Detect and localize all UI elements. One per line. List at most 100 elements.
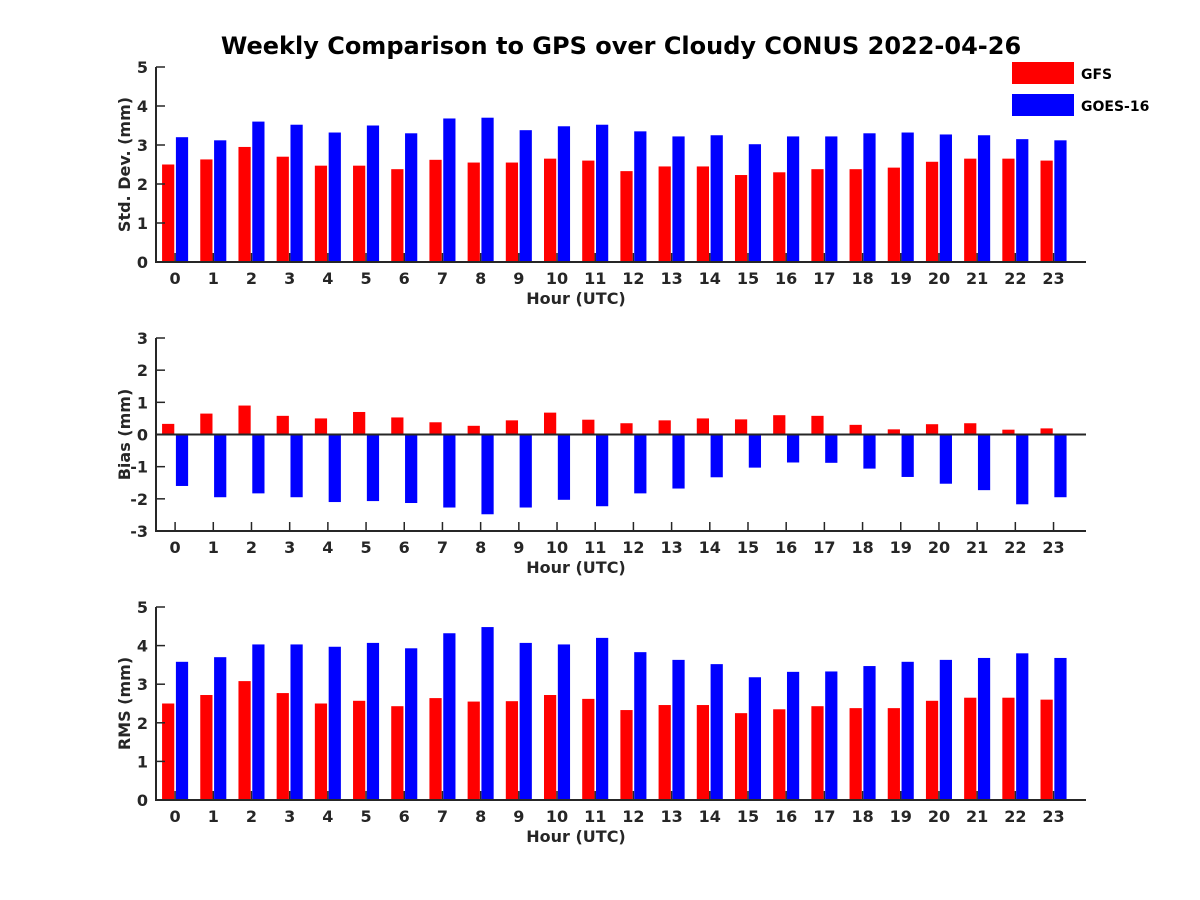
y-tick-label: 4 [137,97,148,116]
bar-goes16-hour-21 [977,657,991,800]
x-tick-label: 11 [584,269,606,288]
bar-goes16-hour-2 [252,644,265,800]
bar-goes16-hour-19 [901,132,914,262]
bar-gfs-hour-18 [849,708,862,800]
x-tick-label: 13 [660,269,682,288]
x-tick-label: 2 [246,807,257,826]
y-tick-label: 2 [137,714,148,733]
bar-goes16-hour-12 [634,434,647,494]
x-tick-label: 23 [1042,269,1064,288]
x-tick-label: 19 [890,538,912,557]
bar-gfs-hour-19 [887,708,900,800]
bar-goes16-hour-11 [596,434,609,507]
x-tick-label: 17 [813,269,835,288]
bar-goes16-hour-19 [901,661,914,800]
bar-gfs-hour-15 [734,419,748,435]
x-tick-label: 18 [851,538,873,557]
x-tick-label: 0 [170,807,181,826]
bar-gfs-hour-21 [964,158,977,262]
x-tick-label: 8 [475,807,486,826]
bar-gfs-hour-3 [276,415,289,435]
x-tick-label: 17 [813,538,835,557]
x-tick-label: 15 [737,538,759,557]
bar-gfs-hour-6 [391,417,404,435]
y-tick-label: 3 [137,675,148,694]
x-tick-label: 0 [170,269,181,288]
x-tick-label: 4 [322,807,333,826]
bar-goes16-hour-16 [786,136,800,262]
bar-gfs-hour-13 [658,705,671,800]
legend-swatch-gfs [1012,62,1074,84]
x-axis-label: Hour (UTC) [526,289,626,308]
bar-goes16-hour-11 [596,637,609,800]
y-tick-label: 3 [137,329,148,348]
bar-gfs-hour-5 [353,165,366,262]
bar-goes16-hour-10 [557,434,571,500]
bar-gfs-hour-9 [505,701,519,800]
bar-goes16-hour-18 [863,434,876,469]
bar-goes16-hour-14 [710,135,723,262]
bar-gfs-hour-21 [964,423,977,435]
x-tick-label: 21 [966,269,988,288]
bar-gfs-hour-2 [238,405,251,435]
bar-gfs-hour-21 [964,697,977,800]
x-tick-label: 23 [1042,807,1064,826]
x-tick-label: 2 [246,269,257,288]
bar-gfs-hour-8 [467,701,480,800]
bar-gfs-hour-23 [1040,699,1053,800]
bar-gfs-hour-5 [353,411,366,435]
y-tick-label: -1 [130,458,148,477]
x-tick-label: 1 [208,807,219,826]
bar-goes16-hour-15 [748,144,762,262]
bar-gfs-hour-9 [505,162,519,262]
y-tick-label: 2 [137,361,148,380]
x-tick-label: 8 [475,538,486,557]
bar-gfs-hour-17 [811,706,824,800]
y-tick-label: 0 [137,791,148,810]
y-tick-label: -3 [130,522,148,541]
x-tick-label: 16 [775,538,797,557]
x-tick-label: 15 [737,269,759,288]
legend-label-goes16: GOES-16 [1081,99,1149,115]
bar-gfs-hour-12 [620,710,633,800]
x-tick-label: 16 [775,269,797,288]
bar-goes16-hour-15 [748,434,762,468]
x-tick-label: 18 [851,269,873,288]
x-tick-label: 9 [513,538,524,557]
x-tick-label: 10 [546,538,568,557]
bar-goes16-hour-7 [443,633,456,800]
y-tick-label: -2 [130,490,148,509]
y-tick-label: 1 [137,214,148,233]
y-tick-label: 5 [137,598,148,617]
bar-goes16-hour-5 [366,125,380,262]
x-tick-label: 6 [399,538,410,557]
x-tick-label: 9 [513,269,524,288]
bar-goes16-hour-4 [328,646,341,800]
bar-gfs-hour-6 [391,706,404,800]
bar-goes16-hour-18 [863,133,876,262]
x-tick-label: 4 [322,269,333,288]
x-tick-label: 14 [699,538,721,557]
x-tick-label: 16 [775,807,797,826]
bar-gfs-hour-4 [314,418,328,435]
x-tick-label: 5 [360,807,371,826]
y-axis-label: RMS (mm) [115,657,134,750]
bar-goes16-hour-5 [366,434,380,502]
x-tick-label: 14 [699,807,721,826]
bar-gfs-hour-16 [773,709,786,800]
x-tick-label: 14 [699,269,721,288]
x-tick-label: 6 [399,807,410,826]
bar-goes16-hour-14 [710,664,723,800]
bar-goes16-hour-23 [1054,657,1067,800]
bar-goes16-hour-20 [939,134,952,262]
bar-gfs-hour-13 [658,166,671,262]
bar-gfs-hour-3 [276,156,289,262]
bar-goes16-hour-16 [786,671,800,800]
bar-goes16-hour-22 [1016,653,1029,800]
bar-gfs-hour-10 [544,158,557,262]
bar-goes16-hour-9 [519,130,532,262]
bar-goes16-hour-10 [557,644,571,800]
bar-goes16-hour-4 [328,434,341,503]
